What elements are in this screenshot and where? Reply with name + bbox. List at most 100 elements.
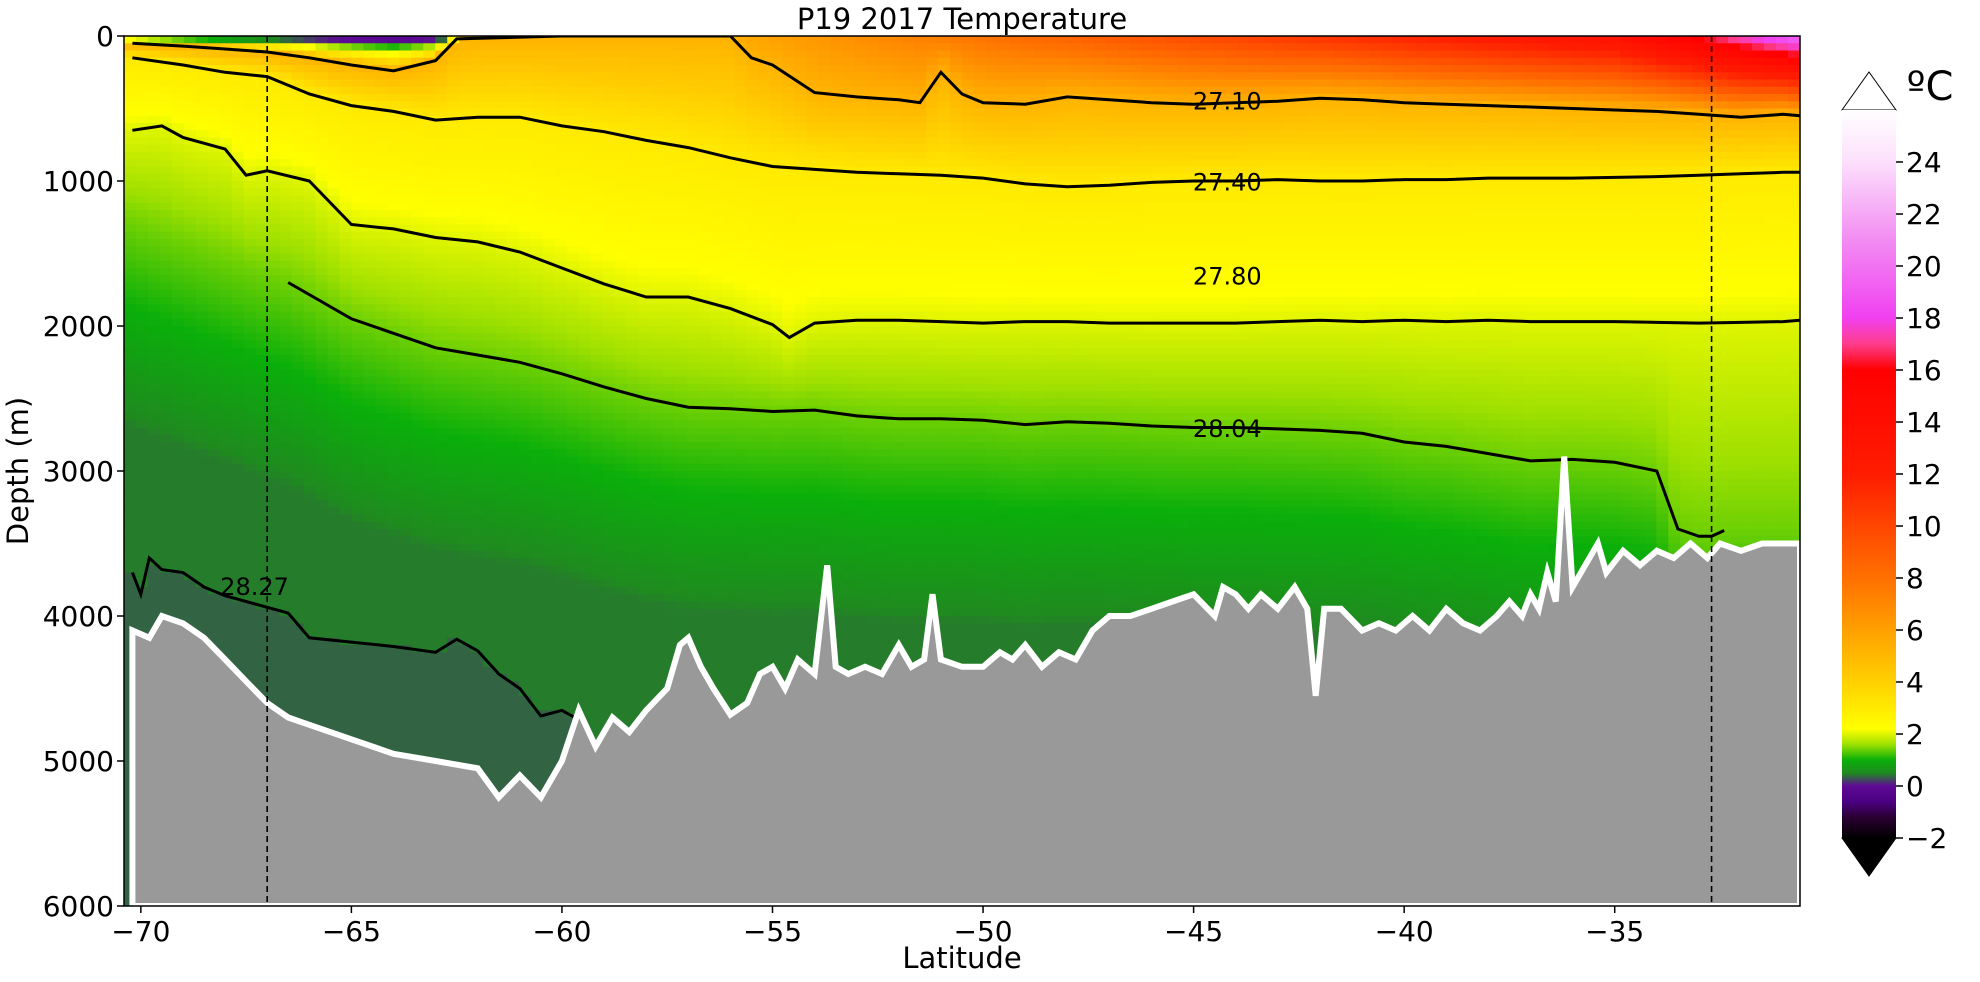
field-cell (399, 173, 412, 182)
field-cell (195, 514, 209, 523)
field-cell (399, 543, 412, 552)
field-cell (147, 572, 161, 581)
field-cell (124, 181, 137, 189)
field-cell (495, 239, 508, 247)
field-cell (602, 594, 616, 603)
field-cell (351, 144, 365, 153)
field-cell (471, 572, 484, 581)
field-cell (147, 144, 161, 153)
field-cell (566, 449, 580, 458)
field-cell (554, 217, 568, 226)
field-cell (135, 420, 149, 429)
field-cell (411, 471, 424, 479)
field-cell (602, 333, 616, 342)
field-cell (219, 645, 233, 653)
field-cell (483, 101, 496, 110)
field-cell (351, 275, 365, 284)
field-cell (590, 659, 604, 668)
field-cell (183, 507, 197, 516)
field-cell (279, 152, 293, 160)
field-cell (183, 50, 197, 59)
field-cell (590, 144, 604, 153)
field-cell (135, 492, 149, 501)
field-cell (291, 384, 305, 392)
field-cell (303, 347, 317, 356)
field-cell (327, 413, 341, 421)
field-cell (183, 579, 197, 588)
field-cell (614, 529, 628, 537)
field-cell (423, 195, 436, 204)
field-cell (207, 181, 221, 189)
field-cell (602, 181, 616, 189)
field-cell (279, 86, 293, 95)
field-cell (231, 558, 245, 566)
field-cell (387, 152, 400, 160)
field-cell (519, 326, 532, 334)
field-cell (483, 514, 496, 523)
field-cell (483, 181, 496, 189)
field-cell (219, 268, 233, 276)
field-cell (543, 420, 556, 429)
field-cell (531, 144, 544, 153)
field-cell (387, 666, 400, 675)
field-cell (315, 326, 329, 334)
field-cell (543, 297, 556, 305)
field-cell (495, 521, 508, 530)
field-cell (267, 550, 281, 559)
field-cell (183, 427, 197, 436)
field-cell (531, 231, 544, 240)
field-cell (387, 674, 400, 682)
field-cell (291, 340, 305, 349)
field-cell (255, 362, 269, 371)
field-cell (495, 188, 508, 197)
field-cell (543, 94, 556, 102)
field-cell (614, 260, 628, 269)
field-cell (171, 231, 185, 240)
field-cell (339, 558, 353, 566)
field-cell (124, 608, 137, 617)
field-cell (339, 384, 353, 392)
field-cell (171, 115, 185, 124)
field-cell (554, 427, 568, 436)
field-cell (267, 420, 281, 429)
field-cell (578, 666, 592, 675)
field-cell (614, 492, 628, 501)
field-cell (147, 195, 161, 204)
field-cell (327, 717, 341, 726)
field-cell (459, 65, 472, 73)
field-cell (339, 108, 353, 117)
field-cell (399, 652, 412, 661)
field-cell (231, 652, 245, 661)
field-cell (171, 57, 185, 66)
field-cell (483, 695, 496, 704)
field-cell (351, 355, 365, 363)
field-cell (411, 188, 424, 197)
field-cell (291, 253, 305, 262)
field-cell (339, 289, 353, 298)
field-cell (183, 72, 197, 81)
field-cell (483, 36, 496, 44)
field-cell (243, 434, 257, 443)
field-cell (483, 391, 496, 400)
field-cell (267, 362, 281, 371)
field-cell (447, 746, 460, 755)
field-cell (507, 318, 520, 327)
field-cell (411, 565, 424, 574)
field-cell (124, 521, 137, 530)
field-cell (243, 492, 257, 501)
field-cell (315, 231, 329, 240)
field-cell (578, 137, 592, 146)
field-cell (578, 703, 592, 711)
field-cell (471, 253, 484, 262)
field-cell (566, 384, 580, 392)
field-cell (507, 507, 520, 516)
field-cell (231, 355, 245, 363)
field-cell (243, 297, 257, 305)
field-cell (578, 514, 592, 523)
field-cell (303, 144, 317, 153)
field-cell (459, 239, 472, 247)
field-cell (566, 485, 580, 494)
field-cell (375, 369, 388, 378)
field-cell (483, 326, 496, 334)
field-cell (459, 362, 472, 371)
